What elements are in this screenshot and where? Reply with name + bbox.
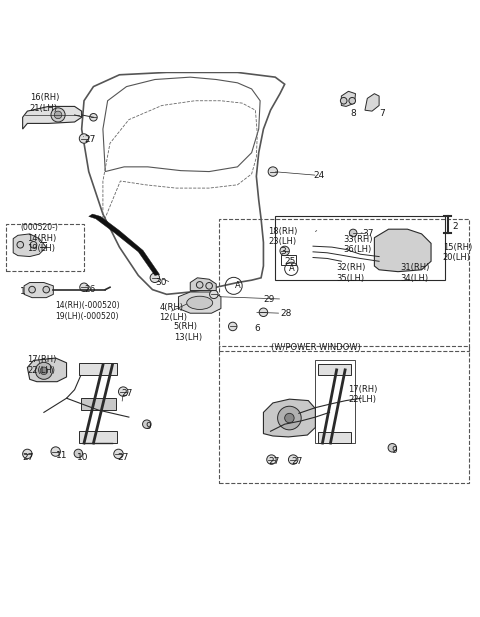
Circle shape: [259, 308, 268, 317]
Polygon shape: [179, 292, 221, 313]
Circle shape: [150, 273, 159, 283]
Text: 15(RH)
20(LH): 15(RH) 20(LH): [443, 243, 472, 262]
Text: 33(RH)
36(LH): 33(RH) 36(LH): [344, 235, 373, 254]
Text: 16(RH)
21(LH): 16(RH) 21(LH): [30, 93, 59, 113]
Text: 9: 9: [145, 422, 151, 431]
Circle shape: [340, 97, 347, 104]
Text: 28: 28: [280, 308, 291, 318]
Text: (W/POWER WINDOW): (W/POWER WINDOW): [271, 342, 360, 352]
Text: 17(RH)
22(LH): 17(RH) 22(LH): [27, 355, 57, 375]
Circle shape: [74, 449, 83, 458]
Text: 2: 2: [452, 222, 458, 231]
Text: 7: 7: [379, 109, 385, 118]
Circle shape: [206, 283, 213, 289]
Circle shape: [36, 362, 52, 379]
Text: 37: 37: [362, 230, 374, 238]
Text: 10: 10: [77, 453, 88, 462]
Polygon shape: [23, 106, 82, 129]
Circle shape: [280, 246, 289, 255]
Circle shape: [288, 455, 298, 465]
Ellipse shape: [187, 296, 213, 310]
Text: 14(RH)(-000520)
19(LH)(-000520): 14(RH)(-000520) 19(LH)(-000520): [56, 301, 120, 321]
Circle shape: [40, 367, 48, 375]
Polygon shape: [13, 234, 46, 257]
Text: 24: 24: [313, 171, 324, 180]
Text: 17(RH)
22(LH): 17(RH) 22(LH): [348, 385, 378, 404]
Text: 11: 11: [56, 451, 67, 460]
Circle shape: [210, 290, 218, 299]
Bar: [218, 219, 469, 351]
Polygon shape: [365, 94, 379, 111]
Polygon shape: [79, 363, 117, 375]
Text: 3: 3: [280, 247, 286, 256]
Text: A: A: [235, 281, 241, 291]
Polygon shape: [79, 431, 117, 443]
Polygon shape: [81, 398, 116, 410]
Text: 27: 27: [84, 135, 96, 144]
Circle shape: [119, 387, 128, 396]
Polygon shape: [341, 91, 356, 106]
Circle shape: [114, 449, 123, 458]
Circle shape: [51, 108, 65, 122]
Polygon shape: [24, 283, 53, 297]
Text: 14(RH)
19(LH): 14(RH) 19(LH): [27, 234, 57, 253]
Text: 6: 6: [254, 324, 260, 333]
Polygon shape: [27, 358, 67, 382]
Text: 30: 30: [155, 278, 167, 287]
Circle shape: [30, 241, 37, 248]
Polygon shape: [264, 399, 315, 437]
Circle shape: [79, 134, 89, 143]
Text: 27: 27: [117, 453, 129, 462]
Circle shape: [267, 455, 276, 465]
Text: 4(RH)
12(LH): 4(RH) 12(LH): [159, 302, 188, 322]
Polygon shape: [190, 278, 216, 291]
Circle shape: [17, 241, 24, 248]
Circle shape: [349, 229, 357, 237]
Bar: [281, 255, 296, 265]
Circle shape: [29, 286, 36, 293]
Circle shape: [23, 449, 32, 458]
Circle shape: [285, 413, 294, 423]
Circle shape: [54, 111, 62, 118]
Text: 26: 26: [84, 285, 96, 294]
Text: 5(RH)
13(LH): 5(RH) 13(LH): [174, 323, 202, 342]
Circle shape: [43, 286, 49, 293]
Circle shape: [51, 447, 60, 457]
Circle shape: [388, 444, 396, 452]
Text: 18(RH)
23(LH): 18(RH) 23(LH): [268, 227, 298, 246]
Bar: [218, 346, 469, 483]
Text: 32(RH)
35(LH): 32(RH) 35(LH): [336, 263, 366, 283]
Text: 27: 27: [122, 389, 133, 398]
Text: (000520-): (000520-): [20, 223, 58, 232]
Circle shape: [349, 97, 356, 104]
Bar: [6, 223, 84, 271]
Circle shape: [143, 420, 151, 428]
Text: 27: 27: [292, 457, 303, 466]
Text: 1: 1: [20, 288, 26, 297]
Polygon shape: [318, 432, 351, 443]
Text: 27: 27: [23, 453, 34, 462]
Text: 9: 9: [391, 445, 396, 455]
Circle shape: [80, 283, 88, 291]
Text: 25: 25: [285, 257, 296, 266]
Polygon shape: [374, 229, 431, 271]
Text: 27: 27: [268, 457, 279, 466]
Bar: [275, 217, 445, 280]
Text: A: A: [289, 264, 295, 273]
Circle shape: [268, 167, 277, 176]
Polygon shape: [318, 364, 351, 375]
Circle shape: [196, 281, 203, 288]
Circle shape: [277, 406, 301, 430]
Circle shape: [228, 322, 237, 331]
Text: 29: 29: [264, 294, 275, 304]
Polygon shape: [89, 214, 159, 275]
Circle shape: [90, 114, 97, 121]
Text: 31(RH)
34(LH): 31(RH) 34(LH): [400, 263, 430, 283]
Text: 8: 8: [351, 109, 357, 118]
